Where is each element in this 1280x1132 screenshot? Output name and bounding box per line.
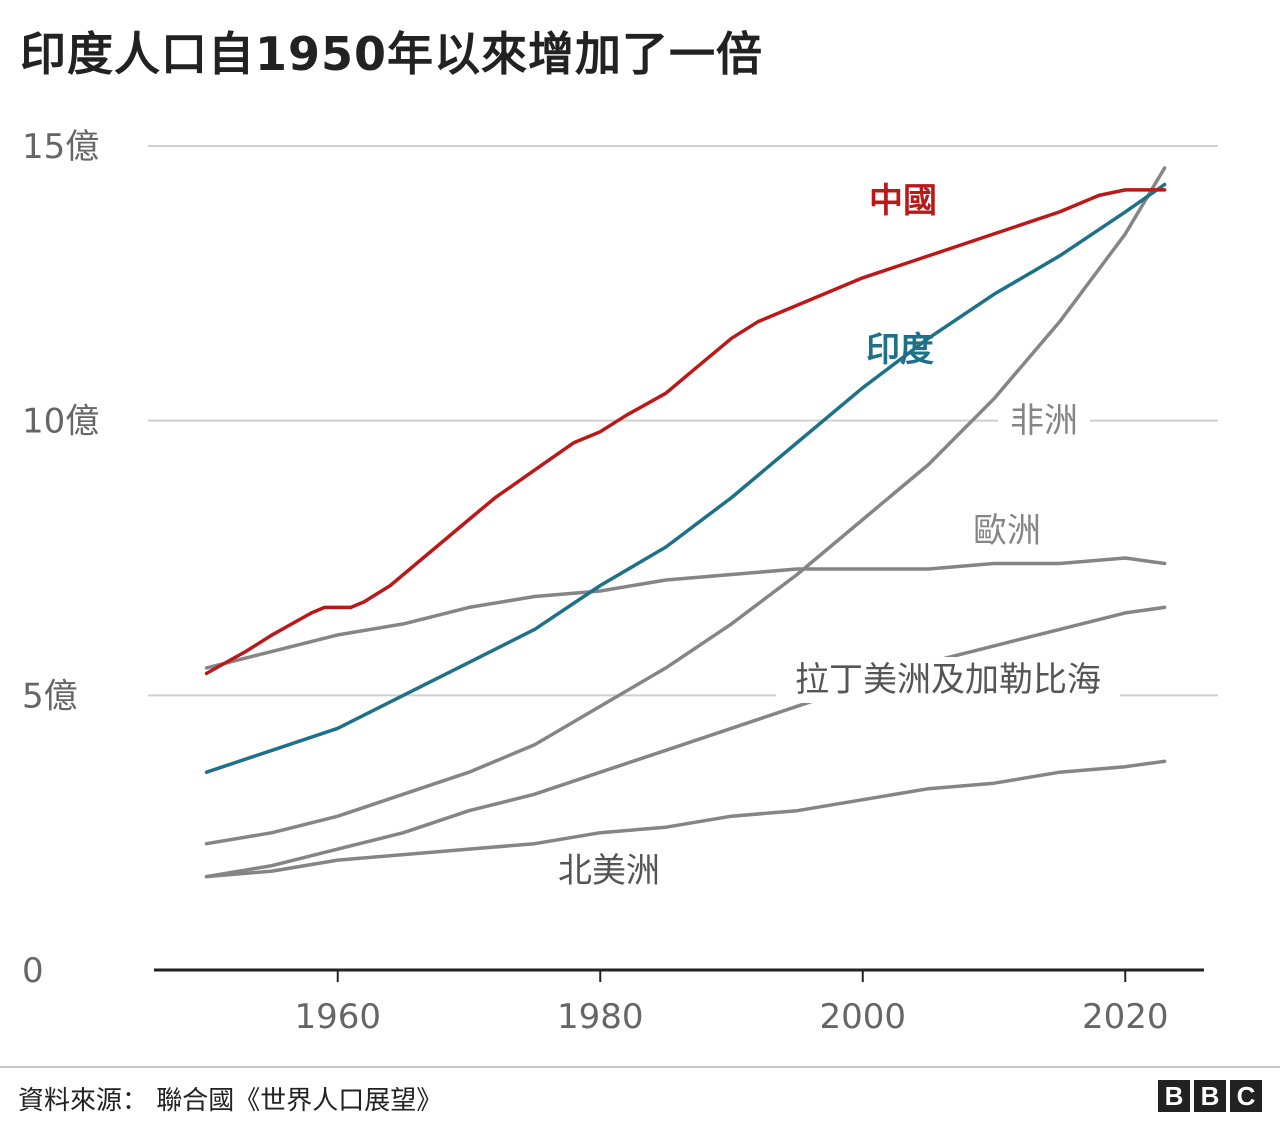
x-tick-label: 1980 [557,997,644,1037]
series-line-latin-america [204,605,1167,879]
label-background [776,657,1120,703]
series-label-china: 中國 [869,181,937,221]
x-tick-label: 2020 [1082,997,1169,1037]
bbc-logo: B B C [1158,1080,1262,1112]
y-tick-label: 0 [22,951,44,991]
x-tick-label: 2000 [819,997,906,1037]
series-label-africa: 非洲 [1010,401,1078,441]
label-background [998,398,1090,444]
series-line-north-america [204,759,1167,879]
label-background [961,508,1053,554]
footer-divider [0,1066,1280,1068]
x-axis-ticks: 1960 1980 2000 2020 [154,968,1204,1037]
y-tick-label: 10億 [22,402,99,442]
y-axis-ticks: 0 5億 10億 15億 [22,127,99,991]
logo-letter: B [1158,1080,1190,1112]
series-label-north-america: 北美洲 [558,851,660,891]
series-label-india: 印度 [866,330,934,370]
series-label-latin-america: 拉丁美洲及加勒比海 [795,660,1101,700]
series-lines [204,166,1167,879]
source-note: 資料來源： 聯合國《世界人口展望》 [18,1086,443,1116]
series-line-china [204,188,1167,676]
series-line-europe [204,556,1167,670]
chart-title: 印度人口自1950年以來增加了一倍 [20,27,764,81]
y-tick-label: 5億 [22,676,78,716]
series-line-india [204,182,1167,774]
logo-letter: C [1230,1080,1262,1112]
series-line-africa [204,166,1167,846]
x-tick-label: 1960 [294,997,381,1037]
y-tick-label: 15億 [22,127,99,167]
series-label-europe: 歐洲 [973,511,1041,551]
logo-letter: B [1194,1080,1226,1112]
chart-plot: 0 5億 10億 15億 1960 1980 2000 2020 中國印度非洲歐洲拉丁美洲及… [22,127,1218,1037]
